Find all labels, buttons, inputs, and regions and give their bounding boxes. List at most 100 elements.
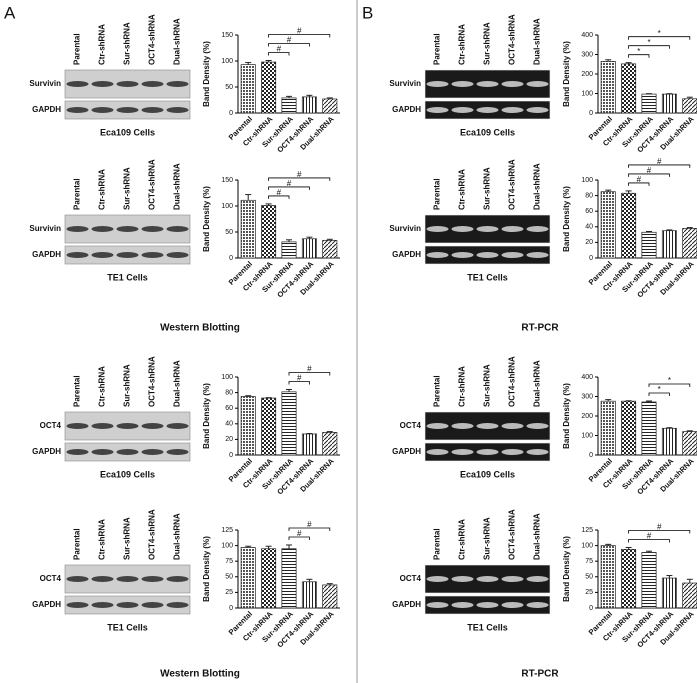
- significance-bracket: [628, 54, 650, 58]
- y-tick-label: 0: [589, 605, 593, 612]
- y-tick-label: 0: [589, 452, 593, 459]
- significance-label: #: [637, 175, 642, 184]
- lane-label: Ctr-shRNA: [98, 24, 107, 65]
- y-tick-label: 60: [225, 405, 233, 412]
- band: [166, 81, 189, 87]
- band: [141, 107, 164, 113]
- significance-label: #: [287, 36, 292, 45]
- band-label: GAPDH: [32, 447, 61, 456]
- band: [166, 449, 189, 455]
- bar: [322, 239, 338, 259]
- lane-label: Parental: [73, 375, 82, 407]
- band: [66, 449, 89, 455]
- y-axis-label: Band Density (%): [562, 41, 571, 107]
- significance-label: #: [307, 365, 312, 374]
- band-label: GAPDH: [392, 600, 421, 609]
- band: [451, 602, 474, 608]
- band: [66, 602, 89, 608]
- lane-label: Ctr-shRNA: [458, 24, 467, 65]
- bar: [301, 96, 317, 114]
- significance-bracket: [628, 45, 670, 49]
- band-label: GAPDH: [392, 447, 421, 456]
- lane-label: OCT4-shRNA: [148, 14, 157, 65]
- lane-label: Parental: [433, 33, 442, 65]
- band-label: OCT4: [40, 574, 62, 583]
- band: [451, 107, 474, 113]
- band: [501, 423, 524, 429]
- bar: [301, 238, 317, 259]
- lane-label: OCT4-shRNA: [508, 14, 517, 65]
- lane-label: OCT4-shRNA: [508, 509, 517, 560]
- bar: [682, 431, 697, 456]
- bar: [301, 581, 317, 609]
- significance-bracket: [628, 539, 670, 543]
- significance-label: *: [668, 376, 671, 385]
- bar: [621, 400, 637, 456]
- lane-label: Dual-shRNA: [533, 360, 542, 407]
- bar: [641, 231, 657, 259]
- band-label: GAPDH: [32, 105, 61, 114]
- y-tick-label: 0: [589, 255, 593, 262]
- band: [526, 107, 549, 113]
- y-tick-label: 100: [581, 432, 593, 439]
- lane-label: Parental: [73, 528, 82, 560]
- bar: [600, 191, 616, 259]
- y-tick-label: 50: [225, 574, 233, 581]
- y-tick-label: 100: [581, 90, 593, 97]
- y-axis-label: Band Density (%): [202, 186, 211, 252]
- band-label: OCT4: [400, 421, 422, 430]
- lane-label: Parental: [73, 33, 82, 65]
- blot-caption: Eca109 Cells: [100, 127, 155, 137]
- panel-label: A: [4, 3, 16, 22]
- y-tick-label: 400: [581, 32, 593, 39]
- significance-label: #: [277, 45, 282, 54]
- lane-label: Parental: [433, 375, 442, 407]
- lane-label: OCT4-shRNA: [148, 356, 157, 407]
- band: [91, 576, 114, 582]
- band: [476, 107, 499, 113]
- significance-label: #: [297, 529, 302, 538]
- bar: [240, 547, 256, 609]
- band: [501, 226, 524, 232]
- bar: [281, 391, 297, 456]
- band-label: OCT4: [40, 421, 62, 430]
- y-axis-label: Band Density (%): [562, 383, 571, 449]
- band: [166, 602, 189, 608]
- significance-bracket: [268, 43, 310, 47]
- band: [501, 107, 524, 113]
- band: [476, 252, 499, 258]
- significance-label: *: [658, 385, 661, 394]
- lane-label: Dual-shRNA: [173, 513, 182, 560]
- panel-label: B: [362, 3, 373, 22]
- bar: [322, 584, 338, 609]
- y-tick-label: 75: [225, 558, 233, 565]
- bar: [641, 401, 657, 456]
- bar: [621, 192, 637, 259]
- y-tick-label: 100: [221, 203, 233, 210]
- y-axis-label: Band Density (%): [562, 536, 571, 602]
- lane-label: Ctr-shRNA: [98, 366, 107, 407]
- lane-label: OCT4-shRNA: [148, 509, 157, 560]
- bar: [661, 577, 677, 609]
- band: [141, 252, 164, 258]
- band-label: Survivin: [29, 79, 61, 88]
- y-tick-label: 300: [581, 51, 593, 58]
- band-label: Survivin: [389, 224, 421, 233]
- significance-label: #: [277, 188, 282, 197]
- y-tick-label: 100: [221, 542, 233, 549]
- bar: [661, 230, 677, 259]
- significance-label: #: [647, 532, 652, 541]
- lane-label: Sur-shRNA: [123, 364, 132, 407]
- significance-label: #: [287, 179, 292, 188]
- significance-bracket: [288, 372, 331, 376]
- band: [66, 252, 89, 258]
- band: [501, 602, 524, 608]
- band: [116, 449, 139, 455]
- band: [141, 576, 164, 582]
- band: [66, 226, 89, 232]
- lane-label: Dual-shRNA: [173, 360, 182, 407]
- y-tick-label: 300: [581, 393, 593, 400]
- y-axis-label: Band Density (%): [202, 41, 211, 107]
- significance-bracket: [628, 173, 670, 177]
- band: [141, 81, 164, 87]
